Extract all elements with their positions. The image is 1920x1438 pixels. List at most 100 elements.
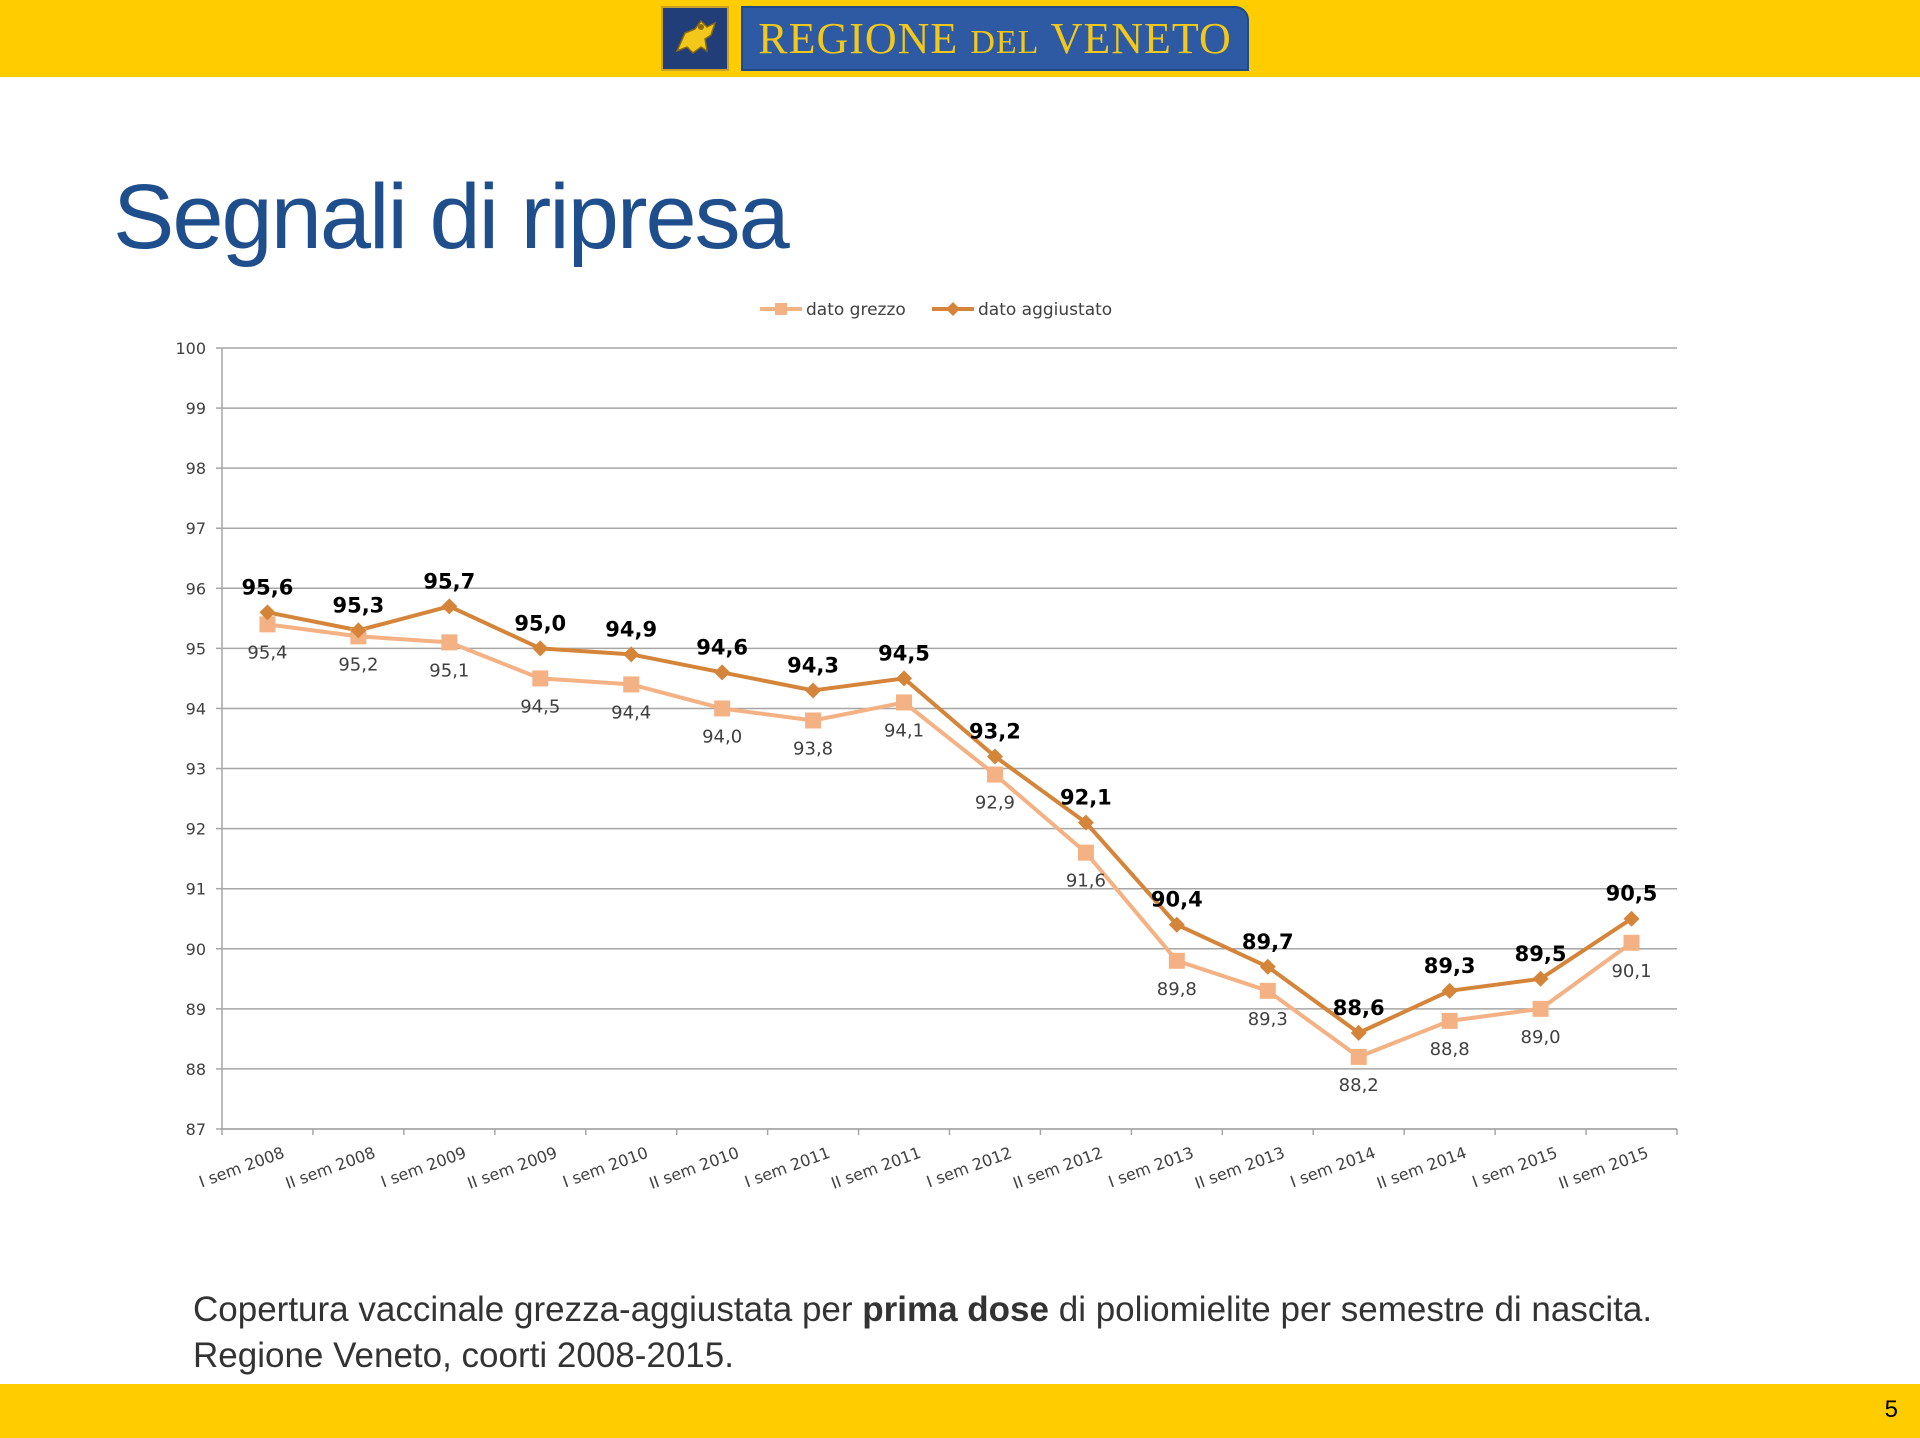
x-tick-label: I sem 2014 xyxy=(1288,1143,1378,1191)
data-label-grezzo: 88,2 xyxy=(1339,1075,1379,1096)
data-label-grezzo: 94,4 xyxy=(611,702,651,723)
data-label-aggiustato: 90,5 xyxy=(1606,882,1658,906)
x-tick-label: II sem 2014 xyxy=(1374,1143,1469,1193)
point-grezzo xyxy=(1532,1000,1549,1017)
x-tick-label: II sem 2011 xyxy=(828,1143,923,1193)
chart-caption: Copertura vaccinale grezza-aggiustata pe… xyxy=(193,1287,1893,1379)
legend-label: dato grezzo xyxy=(806,300,906,320)
point-aggiustato xyxy=(1623,910,1640,927)
caption-line-2: Regione Veneto, coorti 2008-2015. xyxy=(193,1336,734,1375)
y-tick-label: 97 xyxy=(186,519,206,538)
y-tick-label: 91 xyxy=(186,880,206,899)
data-label-grezzo: 88,8 xyxy=(1430,1039,1470,1060)
data-label-grezzo: 95,4 xyxy=(247,642,287,663)
point-grezzo xyxy=(714,700,731,717)
x-tick-label: II sem 2012 xyxy=(1010,1143,1105,1193)
x-tick-label: I sem 2008 xyxy=(196,1143,286,1191)
point-aggiustato xyxy=(532,640,549,657)
point-aggiustato xyxy=(350,622,367,639)
point-grezzo xyxy=(532,670,549,687)
data-label-grezzo: 89,3 xyxy=(1248,1009,1288,1030)
series-line-aggiustato xyxy=(267,604,1633,1035)
y-tick-label: 93 xyxy=(186,760,206,779)
y-tick-label: 89 xyxy=(186,1000,206,1019)
data-label-aggiustato: 89,3 xyxy=(1424,954,1476,978)
data-label-aggiustato: 89,5 xyxy=(1515,942,1567,966)
data-label-aggiustato: 95,6 xyxy=(242,575,294,599)
data-label-aggiustato: 90,4 xyxy=(1151,888,1203,912)
data-label-grezzo: 93,8 xyxy=(793,738,833,759)
point-aggiustato xyxy=(986,748,1003,765)
logo-banner: REGIONE DEL VENETO xyxy=(741,6,1249,71)
point-grezzo xyxy=(1623,934,1640,951)
data-label-grezzo: 89,8 xyxy=(1157,979,1197,1000)
x-tick-label: I sem 2015 xyxy=(1469,1143,1559,1191)
x-tick-label: II sem 2015 xyxy=(1556,1143,1651,1193)
y-tick-label: 98 xyxy=(186,459,206,478)
data-label-aggiustato: 95,3 xyxy=(332,593,384,617)
point-aggiustato xyxy=(1532,970,1549,987)
point-grezzo xyxy=(441,634,458,651)
data-label-aggiustato: 94,6 xyxy=(696,635,748,659)
data-label-aggiustato: 95,7 xyxy=(423,569,475,593)
data-label-grezzo: 89,0 xyxy=(1521,1027,1561,1048)
x-tick-label: I sem 2009 xyxy=(378,1143,468,1191)
point-aggiustato xyxy=(259,604,276,621)
x-tick-label: II sem 2010 xyxy=(647,1143,742,1193)
data-label-aggiustato: 89,7 xyxy=(1242,930,1294,954)
y-tick-label: 100 xyxy=(175,339,206,358)
point-aggiustato xyxy=(1077,814,1094,831)
y-tick-label: 94 xyxy=(186,699,206,718)
data-label-aggiustato: 94,9 xyxy=(605,617,657,641)
data-label-grezzo: 94,5 xyxy=(520,696,560,717)
y-tick-label: 92 xyxy=(186,820,206,839)
data-label-aggiustato: 88,6 xyxy=(1333,996,1385,1020)
regione-veneto-logo: REGIONE DEL VENETO xyxy=(661,6,1249,71)
point-aggiustato xyxy=(623,646,640,663)
lion-of-saint-mark-icon xyxy=(661,6,729,71)
data-label-grezzo: 90,1 xyxy=(1611,961,1651,982)
point-grezzo xyxy=(805,712,822,729)
x-tick-label: I sem 2012 xyxy=(924,1143,1014,1191)
data-label-aggiustato: 94,3 xyxy=(787,653,839,677)
y-tick-label: 87 xyxy=(186,1120,206,1139)
x-tick-label: II sem 2009 xyxy=(465,1143,560,1193)
point-grezzo xyxy=(986,766,1003,783)
data-label-aggiustato: 93,2 xyxy=(969,720,1021,744)
x-tick-label: II sem 2008 xyxy=(283,1143,378,1193)
point-grezzo xyxy=(896,694,913,711)
x-tick-label: I sem 2010 xyxy=(560,1143,650,1191)
footer-bar: 5 xyxy=(0,1384,1920,1438)
legend-label: dato aggiustato xyxy=(978,300,1112,320)
data-label-grezzo: 91,6 xyxy=(1066,871,1106,892)
data-label-aggiustato: 94,5 xyxy=(878,641,930,665)
legend-marker xyxy=(775,303,787,315)
point-aggiustato xyxy=(1441,982,1458,999)
data-label-aggiustato: 92,1 xyxy=(1060,786,1112,810)
series-line-grezzo xyxy=(267,622,1633,1059)
caption-line-1: Copertura vaccinale grezza-aggiustata pe… xyxy=(193,1290,1653,1329)
y-tick-label: 90 xyxy=(186,940,206,959)
point-grezzo xyxy=(1168,952,1185,969)
page-number: 5 xyxy=(1884,1396,1898,1423)
point-aggiustato xyxy=(1259,958,1276,975)
x-tick-label: I sem 2011 xyxy=(742,1143,832,1191)
point-aggiustato xyxy=(805,682,822,699)
y-tick-label: 99 xyxy=(186,399,206,418)
point-aggiustato xyxy=(714,664,731,681)
legend-marker xyxy=(946,302,960,316)
data-label-aggiustato: 95,0 xyxy=(514,611,566,635)
header-bar: REGIONE DEL VENETO xyxy=(0,0,1920,77)
point-grezzo xyxy=(259,616,276,633)
point-grezzo xyxy=(1077,844,1094,861)
point-aggiustato xyxy=(1168,916,1185,933)
point-grezzo xyxy=(623,676,640,693)
data-label-grezzo: 92,9 xyxy=(975,793,1015,814)
page-title: Segnali di ripresa xyxy=(113,166,790,268)
point-grezzo xyxy=(1441,1012,1458,1029)
data-label-grezzo: 95,2 xyxy=(338,654,378,675)
point-grezzo xyxy=(1259,982,1276,999)
data-label-grezzo: 94,0 xyxy=(702,726,742,747)
x-tick-label: I sem 2013 xyxy=(1106,1143,1196,1191)
point-grezzo xyxy=(1350,1048,1367,1065)
